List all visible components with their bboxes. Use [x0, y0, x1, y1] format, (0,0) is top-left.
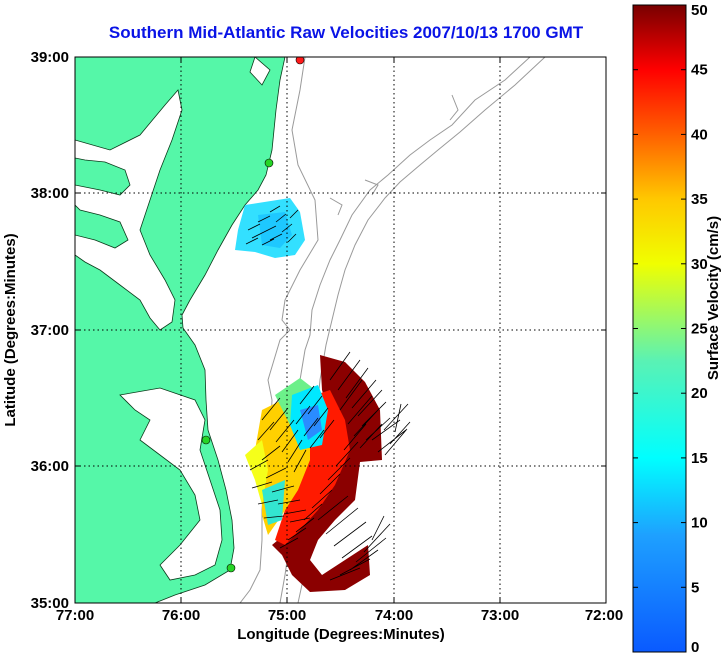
- y-tick-label: 38:00: [31, 185, 69, 202]
- pamlico-sound: [119, 387, 223, 581]
- station-marker: [201, 435, 211, 445]
- x-axis-label: Longitude (Degrees:Minutes): [237, 626, 445, 643]
- colorbar-tick-label: 10: [691, 515, 708, 532]
- delaware-bay: [249, 57, 271, 86]
- y-tick-labels: 39:00 38:00 37:00 36:00 35:00: [31, 49, 69, 612]
- radar-stations: [201, 57, 305, 573]
- x-tick-label: 74:00: [375, 607, 413, 624]
- x-tick-label: 72:00: [585, 607, 623, 624]
- y-tick-label: 35:00: [31, 595, 69, 612]
- colorbar-tick-label: 40: [691, 126, 708, 143]
- plot-area: [74, 56, 607, 604]
- station-marker: [295, 57, 305, 65]
- colorbar-gradient: [632, 4, 687, 653]
- station-marker: [226, 563, 236, 573]
- x-tick-label: 77:00: [56, 607, 94, 624]
- station-marker: [264, 158, 274, 168]
- x-tick-label: 73:00: [481, 607, 519, 624]
- velocity-patch-north: [235, 198, 305, 258]
- x-tick-label: 76:00: [162, 607, 200, 624]
- y-tick-label: 39:00: [31, 49, 69, 66]
- colorbar-tick-label: 5: [691, 579, 699, 596]
- colorbar-tick-label: 50: [691, 2, 708, 19]
- grid-lines: [75, 57, 606, 603]
- x-tick-labels: 77:00 76:00 75:00 74:00 73:00 72:00: [56, 607, 623, 624]
- colorbar-tick-label: 30: [691, 256, 708, 273]
- colorbar-tick-label: 15: [691, 450, 708, 467]
- colorbar: 0 5 10 15 20 25 30 35 40 45 50 Surface Velocity (c…: [632, 2, 722, 656]
- colorbar-tick-label: 45: [691, 62, 708, 79]
- colorbar-tick-label: 0: [691, 639, 699, 656]
- colorbar-tick-label: 35: [691, 191, 708, 208]
- colorbar-tick-label: 20: [691, 385, 708, 402]
- tick-marks: [75, 57, 606, 603]
- y-tick-label: 36:00: [31, 458, 69, 475]
- y-tick-label: 37:00: [31, 322, 69, 339]
- y-axis-label: Latitude (Degrees:Minutes): [2, 233, 19, 426]
- x-tick-label: 75:00: [268, 607, 306, 624]
- velocity-vectors: [245, 205, 411, 581]
- colorbar-label: Surface Velocity (cm/s): [705, 216, 722, 380]
- colorbar-ticks: 0 5 10 15 20 25 30 35 40 45 50: [633, 2, 708, 656]
- chesapeake-bay: [75, 89, 183, 331]
- colorbar-tick-label: 25: [691, 321, 708, 338]
- chart-title: Southern Mid-Atlantic Raw Velocities 200…: [109, 23, 584, 42]
